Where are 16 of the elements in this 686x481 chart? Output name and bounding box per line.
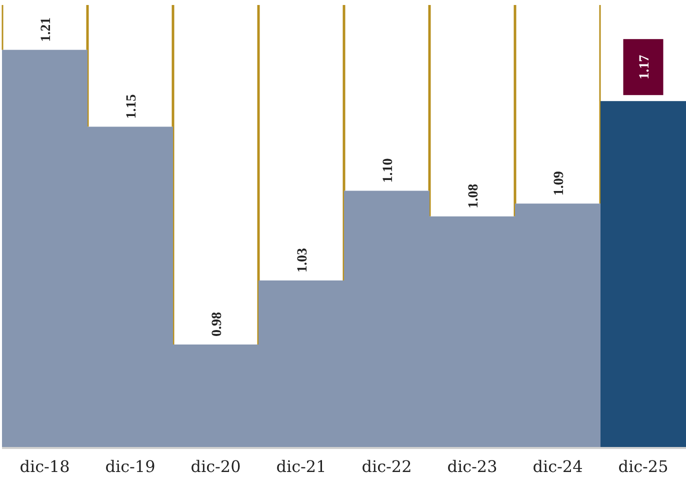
data-label: 1.08 bbox=[466, 184, 482, 208]
data-label: 1.09 bbox=[552, 171, 567, 196]
data-label: 1.21 bbox=[38, 17, 54, 42]
x-tick-label: dic-18 bbox=[20, 457, 70, 476]
data-label: 1.15 bbox=[124, 94, 140, 119]
x-tick-label: dic-23 bbox=[447, 457, 498, 476]
data-label: 1.03 bbox=[295, 248, 310, 272]
data-label: 1.17 bbox=[637, 54, 652, 80]
x-tick-label: dic-19 bbox=[105, 457, 156, 476]
data-label: 0.98 bbox=[210, 312, 225, 337]
data-label: 1.10 bbox=[380, 158, 396, 183]
x-tick-label: dic-21 bbox=[276, 457, 326, 476]
x-tick-label: dic-20 bbox=[190, 457, 241, 476]
x-tick-label: dic-22 bbox=[362, 457, 412, 476]
x-tick-label: dic-25 bbox=[618, 457, 668, 476]
x-tick-label: dic-24 bbox=[532, 457, 583, 476]
